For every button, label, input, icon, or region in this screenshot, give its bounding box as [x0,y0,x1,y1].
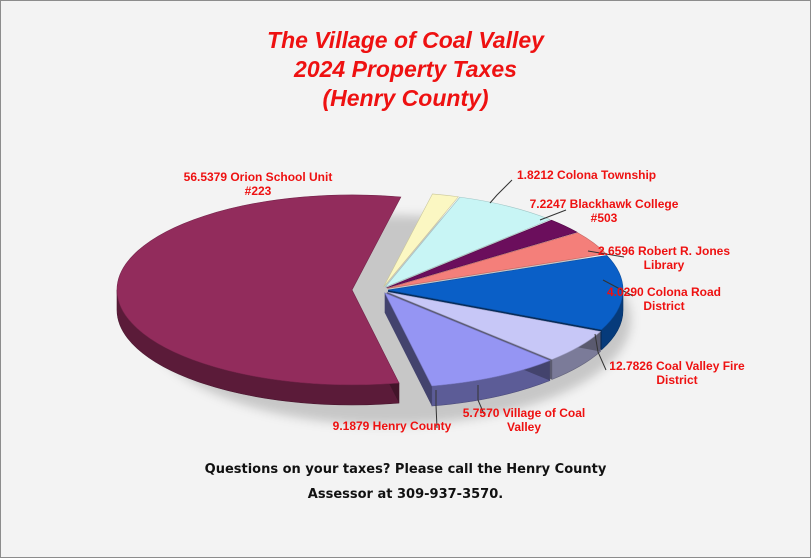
leader-line-3 [587,250,625,258]
slice-label-1: 1.8212 Colona Township [517,168,656,182]
leader-line-7 [435,390,438,429]
pie-slice-7 [384,292,551,387]
slice-label-8: 56.5379 Orion School Unit #223 [184,170,333,198]
slice-label-4: 4.0290 Colona Road District [607,285,721,313]
slice-label-6: 5.7570 Village of Coal Valley [463,406,586,434]
pie-slice-2 [384,196,551,288]
slice-label-5: 12.7826 Coal Valley Fire District [609,359,745,387]
footer-note-line-1: Questions on your taxes? Please call the… [204,462,607,477]
pie-slice-8 [116,194,402,386]
slice-label-7: 9.1879 Henry County [333,419,452,433]
leader-line-1 [489,179,513,204]
slice-cut-7-2 [384,292,432,406]
pie-slice-6 [386,291,602,360]
slice-label-3: 2.6596 Robert R. Jones Library [598,244,730,272]
chart-title-line-1: The Village of Coal Valley [267,27,544,53]
leader-line-6 [477,385,485,415]
leader-line-4 [602,279,634,297]
slice-label-2: 7.2247 Blackhawk College #503 [530,197,679,225]
pie-slice-3 [386,219,578,289]
pie-slice-5 [387,255,624,331]
footer-note-line-2: Assessor at 309-937-3570. [307,487,504,502]
chart-title-line-2: 2024 Property Taxes [294,56,517,82]
chart-title-line-3: (Henry County) [322,85,489,111]
leader-line-2 [539,209,567,221]
pie-slice-1 [383,193,459,288]
leader-line-5 [594,333,607,371]
